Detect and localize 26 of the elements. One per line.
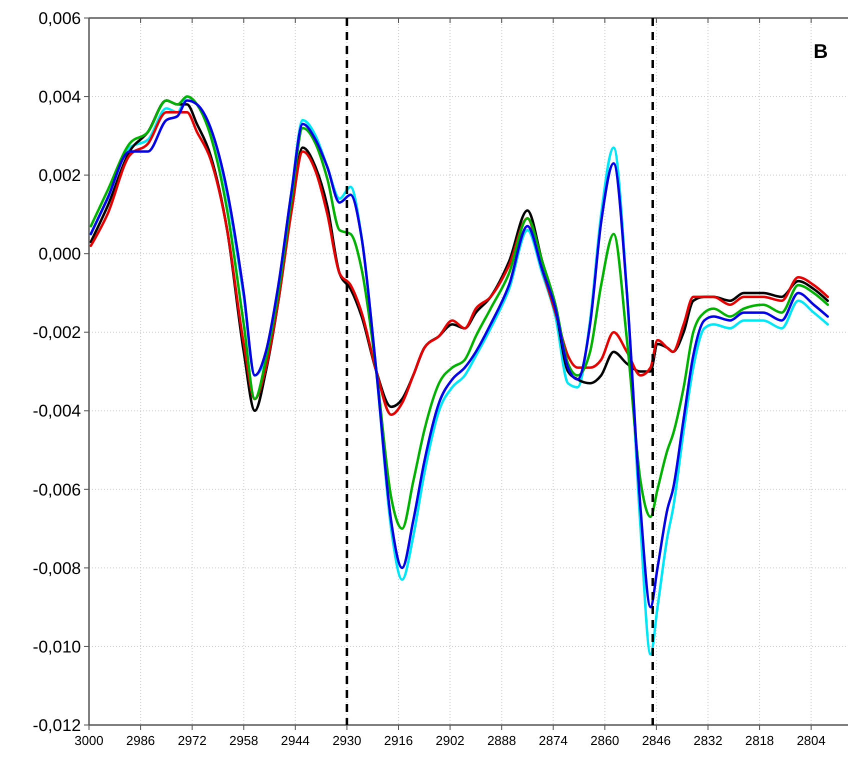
y-tick-label: 0,000 [38, 244, 81, 264]
x-tick-label: 2832 [694, 733, 722, 748]
x-tick-label: 2986 [126, 733, 156, 748]
y-tick-label: -0,010 [32, 637, 81, 656]
x-tick-label: 2874 [538, 733, 568, 748]
x-tick-label: 2916 [384, 733, 413, 748]
x-tick-label: 2958 [229, 733, 258, 748]
annotation: B [814, 41, 828, 63]
y-tick-label: -0,004 [32, 402, 81, 421]
y-tick-label: -0,012 [32, 716, 81, 735]
x-tick-label: 3000 [74, 733, 104, 748]
x-tick-label: 2846 [642, 733, 671, 748]
x-tick-label: 2930 [332, 733, 362, 748]
x-tick-label: 2902 [436, 733, 465, 748]
x-tick-label: 2972 [178, 733, 207, 748]
x-tick-label: 2860 [590, 733, 620, 748]
y-tick-label: 0,004 [38, 88, 81, 107]
x-tick-label: 2804 [796, 733, 826, 748]
y-tick-label: -0,002 [32, 323, 81, 342]
y-tick-label: 0,002 [38, 166, 81, 186]
x-tick-label: 2818 [745, 733, 774, 748]
y-tick-label: 0,006 [38, 8, 81, 28]
x-tick-label: 2888 [487, 733, 516, 748]
x-tick-label: 2944 [280, 733, 310, 748]
y-tick-label: -0,008 [32, 558, 81, 578]
y-tick-label: -0,006 [32, 480, 81, 500]
